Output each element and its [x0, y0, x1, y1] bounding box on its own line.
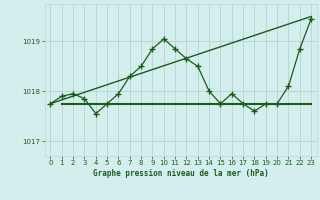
X-axis label: Graphe pression niveau de la mer (hPa): Graphe pression niveau de la mer (hPa)	[93, 169, 269, 178]
